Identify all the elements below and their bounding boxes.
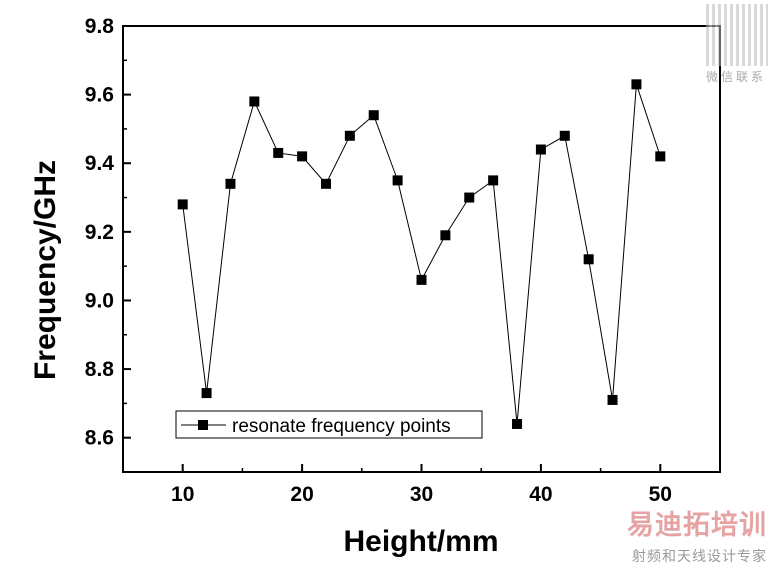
- data-point: [607, 394, 618, 405]
- x-tick-label: 50: [649, 483, 672, 506]
- x-tick-label: 40: [529, 483, 552, 506]
- x-tick-labels: 10 20 30 40 50: [171, 483, 672, 506]
- plot-frame: [122, 25, 721, 473]
- data-point: [488, 175, 499, 186]
- axis-ticks: [122, 25, 721, 473]
- legend-box: [175, 410, 483, 439]
- data-point: [512, 418, 523, 429]
- data-point: [535, 144, 546, 155]
- y-tick-labels: 8.6 8.8 9.0 9.2 9.4 9.6 9.8: [85, 15, 115, 450]
- data-point: [583, 254, 594, 265]
- brand-subtitle-watermark: 射频和天线设计专家: [632, 549, 767, 565]
- y-tick-label: 9.0: [85, 289, 114, 312]
- y-tick-label: 9.4: [85, 152, 115, 175]
- series-resonate-frequency-points: [177, 79, 666, 429]
- y-tick-label: 9.6: [85, 84, 114, 107]
- y-tick-label: 9.2: [85, 221, 114, 244]
- data-point: [416, 274, 427, 285]
- y-tick-label: 9.8: [85, 15, 115, 38]
- legend-swatch-marker: [198, 420, 208, 430]
- data-point: [392, 175, 403, 186]
- data-point: [440, 230, 451, 241]
- x-tick-label: 10: [171, 483, 194, 506]
- series-line: [182, 84, 661, 425]
- data-point: [655, 151, 666, 162]
- x-tick-label: 20: [290, 483, 313, 506]
- legend: resonate frequency points: [175, 410, 483, 439]
- data-point: [249, 96, 260, 107]
- data-point: [177, 199, 188, 210]
- y-axis-title: Frequency/GHz: [29, 160, 62, 380]
- y-tick-label: 8.8: [85, 358, 115, 381]
- data-point: [225, 178, 236, 189]
- qr-code-watermark: [706, 4, 768, 66]
- data-point: [368, 110, 379, 121]
- legend-label: resonate frequency points: [232, 416, 451, 437]
- data-point: [201, 388, 212, 399]
- x-tick-label: 30: [410, 483, 433, 506]
- data-point: [273, 147, 284, 158]
- qr-label-watermark: 微信联系: [706, 70, 767, 84]
- y-tick-label: 8.6: [85, 427, 114, 450]
- x-axis-title: Height/mm: [343, 525, 498, 558]
- data-point: [559, 130, 570, 141]
- brand-watermark: 易迪拓培训: [627, 510, 767, 541]
- data-point: [344, 130, 355, 141]
- data-point: [631, 79, 642, 90]
- data-point: [464, 192, 475, 203]
- data-point: [320, 178, 331, 189]
- data-point: [297, 151, 308, 162]
